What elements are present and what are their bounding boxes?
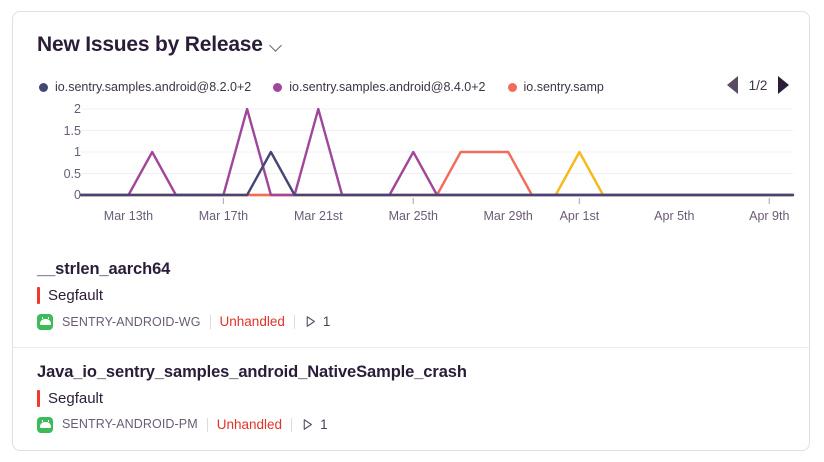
- x-axis-tick-label: Apr 1st: [559, 209, 600, 223]
- chart-legend: io.sentry.samples.android@8.2.0+2 io.sen…: [39, 76, 711, 98]
- x-axis-tick-label: Mar 29th: [483, 209, 533, 223]
- y-axis-labels: 0 0.5 1 1.5 2: [41, 98, 81, 201]
- meta-divider: [206, 417, 208, 432]
- y-axis-tick-label: 1: [74, 144, 81, 159]
- x-axis-tick-label: Mar 13th: [103, 209, 154, 223]
- meta-divider: [293, 314, 295, 329]
- issue-events-count: 1: [322, 314, 331, 330]
- legend-item-0[interactable]: io.sentry.samples.android@8.2.0+2: [39, 81, 251, 94]
- issue-meta: SENTRY-ANDROID-PM Unhandled 1: [37, 416, 785, 434]
- status-badge: Unhandled: [216, 416, 283, 432]
- meta-divider: [291, 417, 293, 432]
- x-axis-tick-label: Apr 9th: [749, 209, 790, 223]
- triangle-left-icon[interactable]: [727, 76, 738, 94]
- legend-pagination: 1/2: [727, 74, 789, 96]
- page-title: New Issues by Release: [37, 33, 263, 56]
- issue-events: 1: [301, 418, 328, 432]
- legend-item-label: io.sentry.samples.android@8.4.0+2: [289, 79, 486, 94]
- triangle-right-icon[interactable]: [778, 76, 789, 94]
- issue-title[interactable]: Java_io_sentry_samples_android_NativeSam…: [37, 362, 467, 381]
- issue-culprit-text: Segfault: [48, 286, 104, 304]
- android-icon: [37, 416, 53, 433]
- x-axis-ticks: [222, 198, 770, 204]
- card-header[interactable]: New Issues by Release: [37, 34, 283, 55]
- new-issues-chart[interactable]: 0 0.5 1 1.5 2 Mar 13th Mar 17th Mar 21st Mar 25…: [13, 98, 809, 243]
- issue-culprit: Segfault: [37, 286, 785, 304]
- issue-events-count: 1: [320, 416, 328, 432]
- status-badge: Unhandled: [219, 314, 285, 330]
- issue-meta: SENTRY-ANDROID-WG Unhandled 1: [37, 313, 785, 331]
- severity-bar-icon: [37, 389, 40, 407]
- y-axis-tick-label: 1.5: [63, 123, 81, 138]
- x-axis-tick-label: Mar 17th: [198, 209, 249, 223]
- legend-dot-icon: [507, 82, 517, 92]
- issue-project-slug[interactable]: SENTRY-ANDROID-WG: [62, 314, 201, 329]
- play-icon: [303, 419, 313, 430]
- new-issues-by-release-card: New Issues by Release io.sentry.samples.…: [12, 11, 810, 451]
- issue-culprit: Segfault: [37, 389, 785, 407]
- legend-item-2[interactable]: io.sentry.samp: [507, 79, 604, 94]
- chart-plot: [79, 107, 795, 204]
- android-icon: [37, 313, 53, 330]
- pagination-label: 1/2: [748, 77, 768, 93]
- x-axis-tick-label: Apr 5th: [654, 209, 695, 223]
- gridlines: [81, 108, 793, 174]
- x-axis-labels: Mar 13th Mar 17th Mar 21st Mar 25th Mar 29th…: [13, 210, 809, 230]
- issue-events: 1: [304, 314, 331, 330]
- y-axis-tick-label: 2: [74, 101, 81, 116]
- chart-series-line: [79, 150, 795, 197]
- y-axis-tick-label: 0: [74, 187, 81, 202]
- series-paths: [79, 107, 795, 197]
- legend-item-label: io.sentry.samp: [523, 79, 604, 94]
- legend-dot-icon: [273, 82, 283, 92]
- issue-list: __strlen_aarch64 Segfault SENTRY-ANDROID…: [13, 245, 809, 450]
- meta-divider: [209, 314, 211, 329]
- legend-dot-icon: [39, 82, 48, 92]
- issue-row[interactable]: Java_io_sentry_samples_android_NativeSam…: [13, 346, 809, 450]
- severity-bar-icon: [37, 286, 40, 304]
- x-axis-tick-label: Mar 25th: [388, 209, 438, 223]
- legend-item-1[interactable]: io.sentry.samples.android@8.4.0+2: [273, 79, 486, 94]
- issue-title[interactable]: __strlen_aarch64: [37, 260, 171, 278]
- x-axis-tick-label: Mar 21st: [294, 209, 343, 223]
- issue-project-slug[interactable]: SENTRY-ANDROID-PM: [62, 417, 198, 432]
- issue-culprit-text: Segfault: [48, 389, 104, 407]
- play-icon: [306, 316, 315, 328]
- chevron-down-icon[interactable]: [270, 39, 283, 52]
- y-axis-tick-label: 0.5: [63, 166, 81, 181]
- legend-item-label: io.sentry.samples.android@8.2.0+2: [55, 79, 252, 94]
- issue-row[interactable]: __strlen_aarch64 Segfault SENTRY-ANDROID…: [13, 245, 809, 347]
